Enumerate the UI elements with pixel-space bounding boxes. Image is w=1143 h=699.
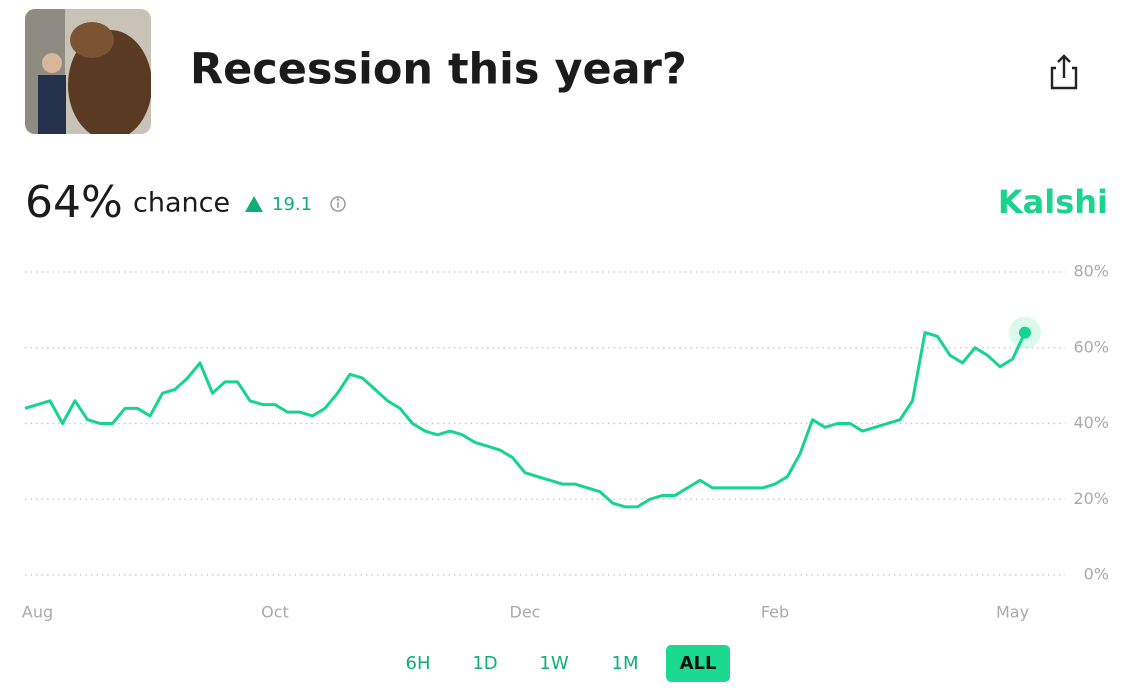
x-tick-label: May: [996, 603, 1029, 622]
range-button[interactable]: ALL: [680, 653, 717, 674]
y-tick-label: 80%: [1073, 262, 1109, 281]
share-button[interactable]: [1050, 54, 1078, 90]
y-tick-label: 20%: [1073, 489, 1109, 508]
chart: 0% 20% 40% 60% 80% Aug Oct Dec Feb May: [22, 262, 1109, 622]
thumbnail: [25, 9, 151, 134]
range-button[interactable]: 1D: [472, 653, 497, 674]
x-tick-label: Aug: [22, 603, 53, 622]
range-button-active[interactable]: [666, 645, 730, 682]
range-buttons: 6H 1D 1W 1M ALL: [406, 645, 730, 682]
probability: 64%: [25, 177, 123, 228]
brand: Kalshi: [998, 183, 1108, 221]
change: 19.1: [272, 194, 312, 215]
y-tick-label: 0%: [1084, 565, 1109, 584]
title: Recession this year?: [190, 45, 687, 95]
probability-caption: chance: [133, 188, 230, 219]
current-point: [1019, 326, 1031, 339]
line: [24, 331, 1027, 509]
range-button[interactable]: 1W: [539, 653, 568, 674]
x-tick-label: Feb: [761, 603, 789, 622]
range-button[interactable]: 6H: [406, 653, 431, 674]
x-tick-label: Oct: [261, 603, 289, 622]
range-button[interactable]: 1M: [612, 653, 639, 674]
y-tick-label: 60%: [1073, 337, 1109, 356]
info-icon[interactable]: [330, 196, 346, 212]
up-arrow: [245, 196, 263, 212]
x-tick-label: Dec: [510, 603, 541, 622]
y-tick-label: 40%: [1073, 413, 1109, 432]
